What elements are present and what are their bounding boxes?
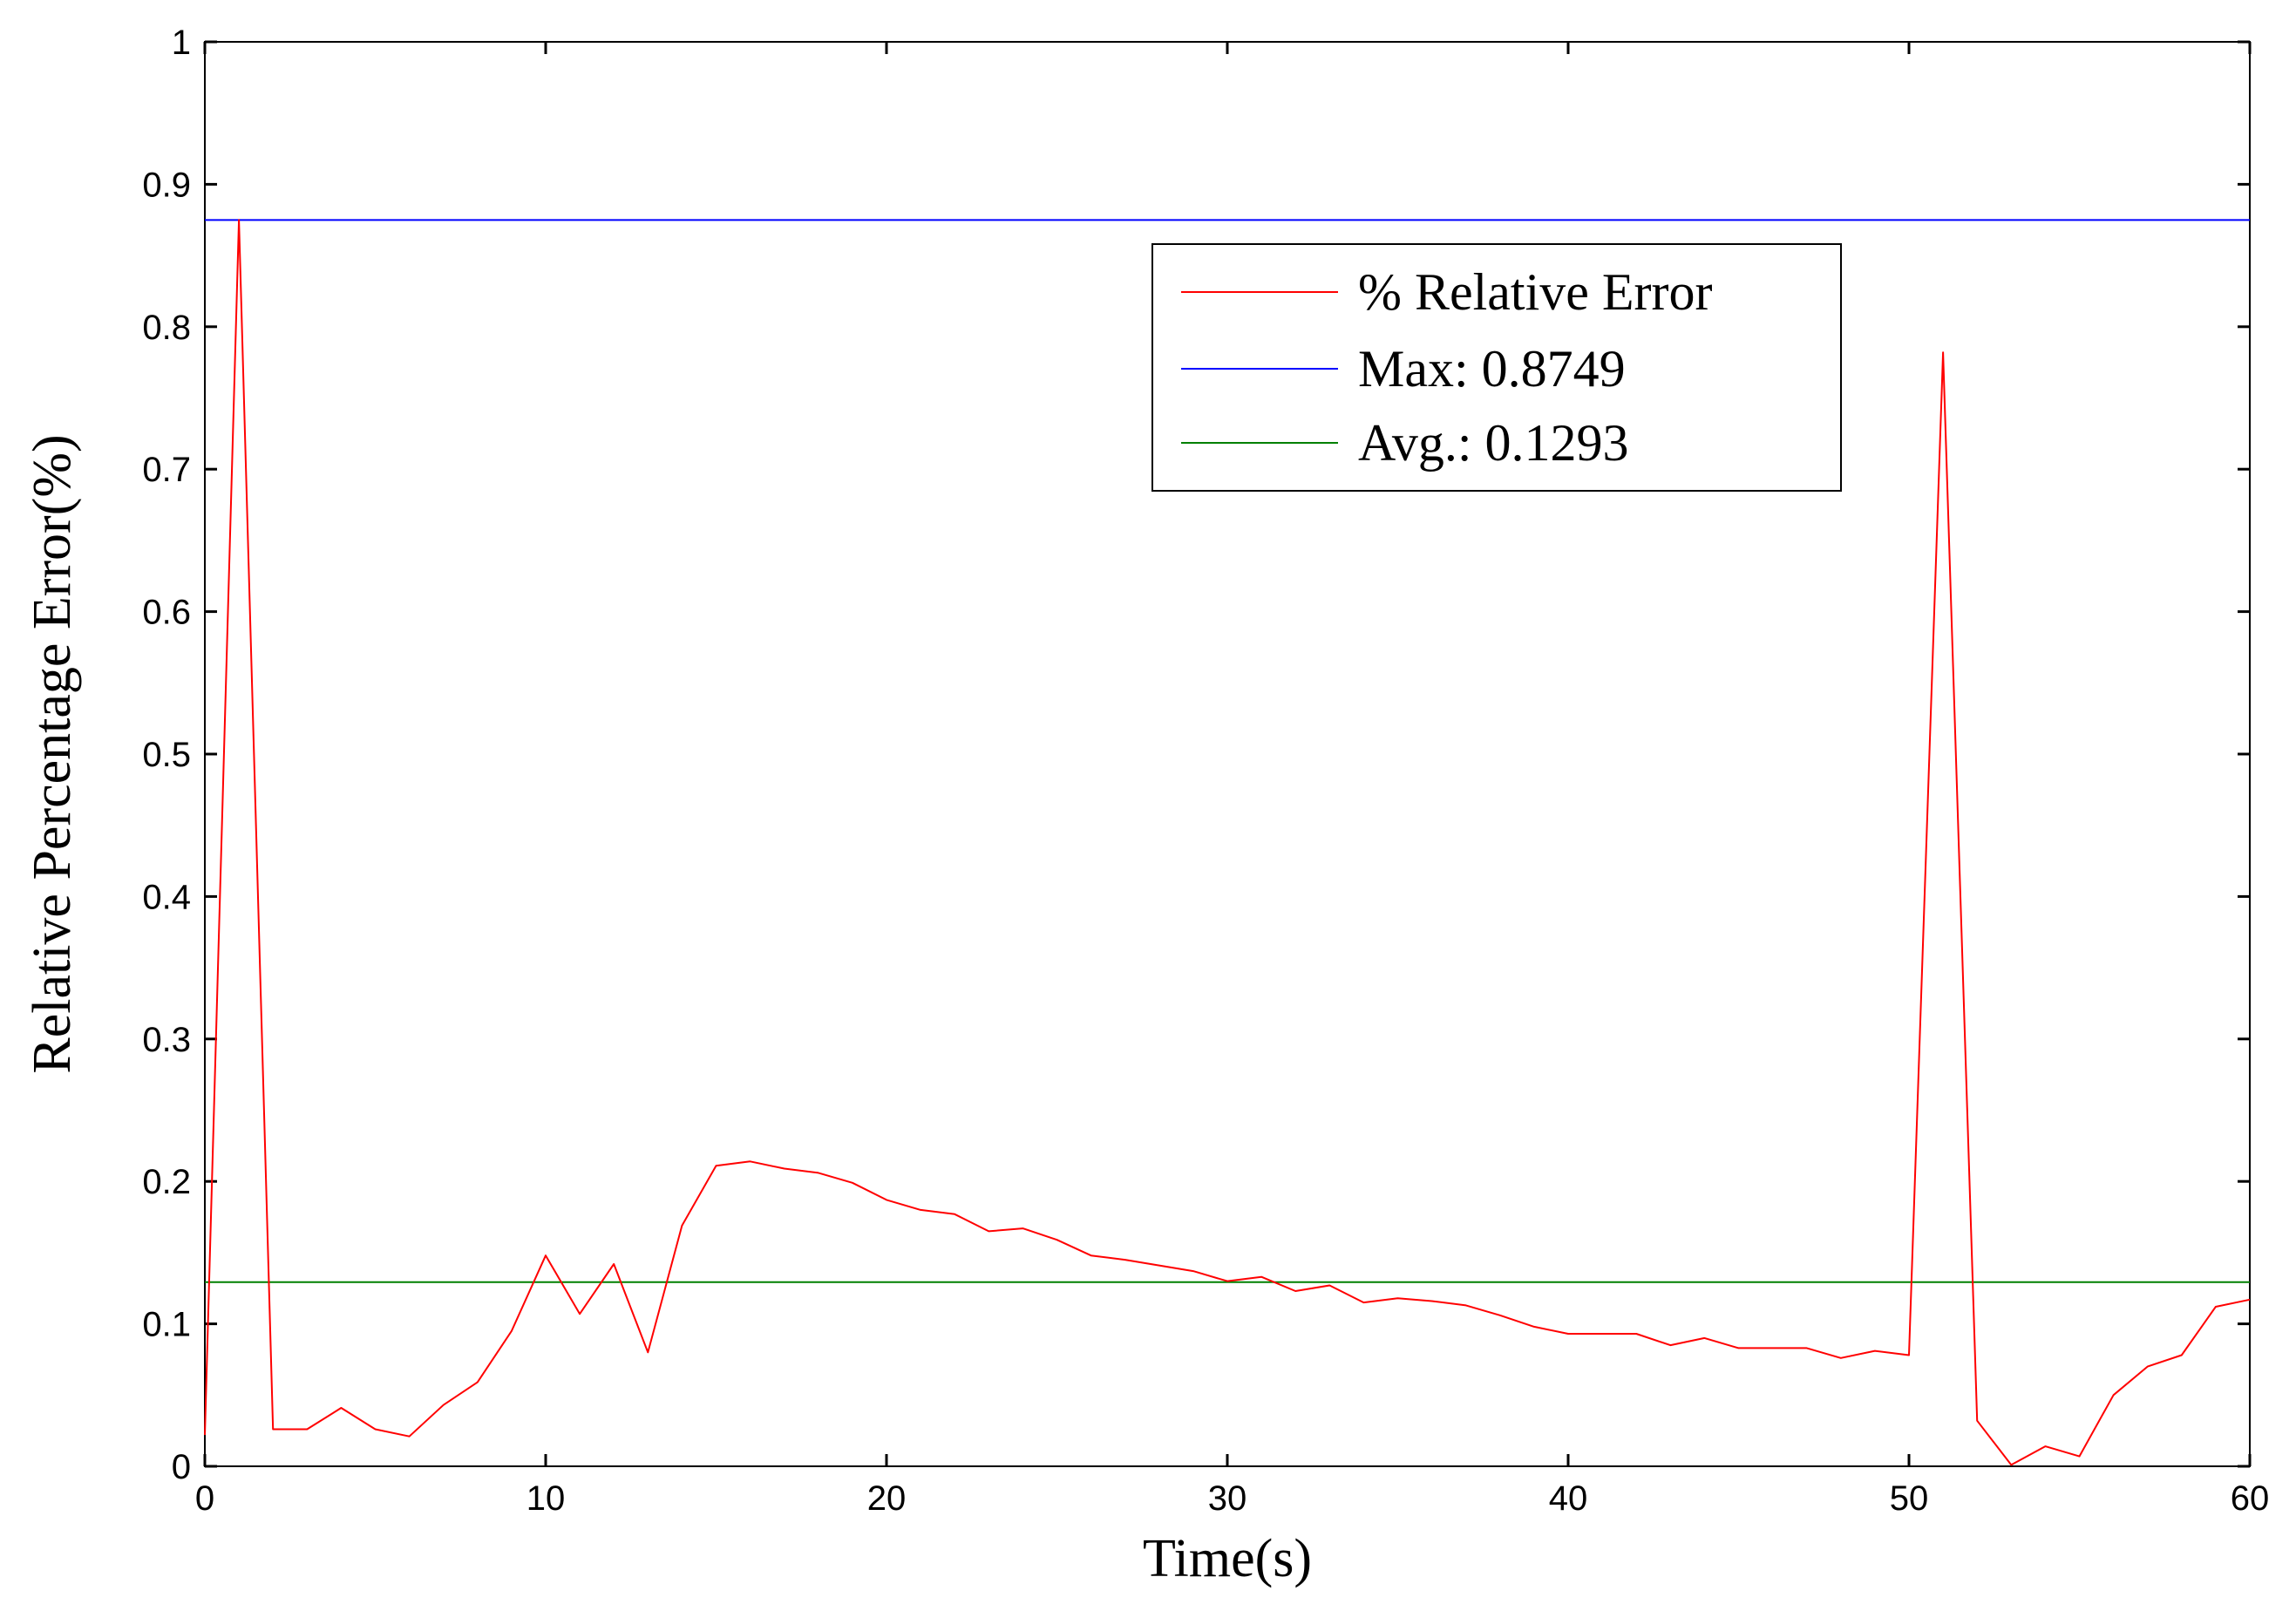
y-tick-label: 0.6 (142, 594, 191, 632)
x-tick-label: 60 (2231, 1479, 2270, 1518)
x-tick-label: 20 (867, 1479, 907, 1518)
x-tick-label: 10 (526, 1479, 566, 1518)
legend-label-avg: Avg.: 0.1293 (1358, 414, 1629, 472)
x-tick-label: 40 (1549, 1479, 1588, 1518)
x-tick-label: 0 (195, 1479, 214, 1518)
legend-box (1151, 243, 1842, 492)
y-tick-label: 0.7 (142, 451, 191, 489)
legend-label-max: Max: 0.8749 (1358, 340, 1626, 398)
y-tick-label: 0.1 (142, 1306, 191, 1344)
y-tick-label: 0.9 (142, 166, 191, 204)
y-tick-label: 0.5 (142, 736, 191, 774)
y-axis-title: Relative Percentage Error(%) (23, 434, 82, 1073)
series-lines (204, 219, 2251, 1466)
legend: % Relative Error Max: 0.8749 Avg.: 0.129… (1151, 243, 1842, 492)
y-tick-label: 0.3 (142, 1021, 191, 1059)
legend-label-relative-error: % Relative Error (1358, 263, 1713, 321)
axis-ticks: 0 10 20 30 40 50 60 0 0.1 0.2 0.3 0.4 0.5 0.6 0.7 0.8 0.… (142, 24, 2269, 1518)
x-tick-label: 30 (1208, 1479, 1247, 1518)
relative-error-series-line (204, 219, 2251, 1466)
x-tick-label: 50 (1890, 1479, 1929, 1518)
reference-lines (205, 219, 2250, 1283)
y-tick-label: 1 (172, 24, 191, 62)
y-tick-label: 0.8 (142, 309, 191, 347)
x-axis-title: Time(s) (1143, 1529, 1312, 1588)
y-tick-label: 0.2 (142, 1163, 191, 1201)
y-tick-label: 0.4 (142, 878, 191, 916)
y-tick-label: 0 (172, 1448, 191, 1486)
